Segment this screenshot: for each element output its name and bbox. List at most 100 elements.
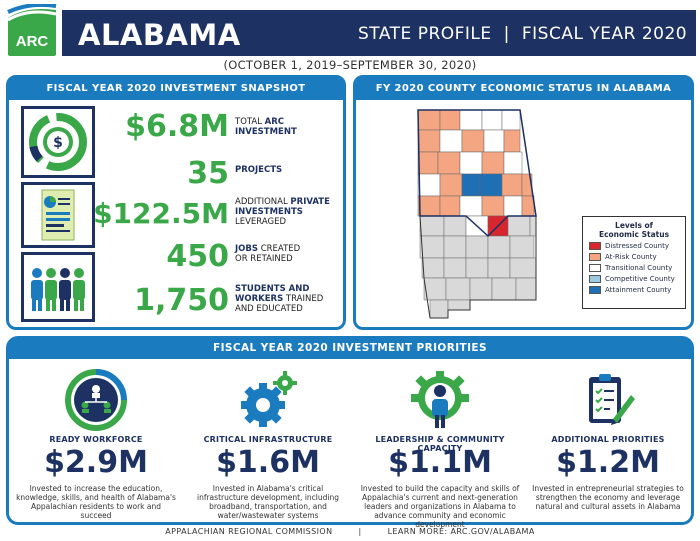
profile-title: STATE PROFILE | FISCAL YEAR 2020 xyxy=(358,24,687,44)
priority-leadership-capacity: LEADERSHIP & COMMUNITY CAPACITY $1.1M In… xyxy=(355,361,525,529)
students-label: STUDENTS AND WORKERS TRAINED AND EDUCATED xyxy=(235,284,324,314)
priority-title: CRITICAL INFRASTRUCTURE xyxy=(203,435,333,444)
county-shape xyxy=(419,235,445,259)
legend-swatch xyxy=(589,275,601,283)
state-title: ALABAMA xyxy=(78,18,241,52)
county-shape xyxy=(421,257,445,279)
county-shape xyxy=(469,277,493,301)
total-investment-label: TOTAL ARC INVESTMENT xyxy=(235,117,297,137)
workforce-network-icon xyxy=(65,369,127,431)
legend-label: At-Risk County xyxy=(605,253,657,261)
private-investment-value: $122.5M xyxy=(93,197,229,230)
county-shape xyxy=(481,195,505,217)
legend-label: Transitional County xyxy=(605,264,673,272)
footer-org: APPALACHIAN REGIONAL COMMISSION xyxy=(165,527,333,536)
county-shape xyxy=(439,109,461,131)
county-shape xyxy=(461,173,481,197)
county-shape xyxy=(437,151,461,175)
county-shape xyxy=(465,235,489,259)
county-shape xyxy=(443,235,467,259)
priority-value: $1.2M xyxy=(556,445,660,480)
county-shape xyxy=(501,109,521,131)
clipboard-checklist-icon xyxy=(589,374,635,425)
jobs-value: 450 xyxy=(166,239,229,274)
county-shape xyxy=(503,195,523,217)
legend-swatch xyxy=(589,264,601,272)
county-shape xyxy=(445,277,471,301)
jobs-label: JOBS CREATED OR RETAINED xyxy=(235,244,301,264)
map-legend: Levels of Economic Status Distressed Coun… xyxy=(582,216,686,309)
county-shape xyxy=(417,109,441,131)
county-shape xyxy=(417,173,441,197)
legend-item: Attainment County xyxy=(589,286,685,294)
priority-description: Invested to increase the education, know… xyxy=(16,484,176,520)
county-shape xyxy=(443,215,467,237)
total-investment-value: $6.8M xyxy=(125,109,229,144)
legend-label: Attainment County xyxy=(605,286,672,294)
county-shape xyxy=(509,257,537,279)
county-shape xyxy=(465,257,489,279)
profile-label: STATE PROFILE xyxy=(358,24,492,44)
logo-text: ARC xyxy=(16,33,49,50)
leader-gear-icon xyxy=(411,371,469,428)
priority-additional: ADDITIONAL PRIORITIES $1.2M Invested in … xyxy=(523,361,693,521)
county-cells xyxy=(417,109,537,319)
legend-swatch xyxy=(589,286,601,294)
projects-value: 35 xyxy=(187,156,229,191)
priority-critical-infrastructure: CRITICAL INFRASTRUCTURE $1.6M Invested i… xyxy=(183,361,353,521)
county-shape xyxy=(443,257,467,279)
county-shape xyxy=(491,277,517,301)
priority-value: $1.6M xyxy=(216,445,320,480)
county-shape xyxy=(481,151,505,175)
county-shape xyxy=(417,129,441,153)
county-shape xyxy=(509,235,535,259)
footer-link[interactable]: LEARN MORE: ARC.GOV/ALABAMA xyxy=(387,527,535,536)
legend-item: Competitive County xyxy=(589,275,685,283)
date-range: (OCTOBER 1, 2019–SEPTEMBER 30, 2020) xyxy=(223,58,477,72)
dollar-coin-icon: $ xyxy=(21,106,95,178)
county-shape xyxy=(483,129,505,153)
county-shape xyxy=(459,109,483,131)
priority-title: READY WORKFORCE xyxy=(49,435,143,444)
legend-swatch xyxy=(589,242,601,250)
legend-item: Transitional County xyxy=(589,264,685,272)
footer: APPALACHIAN REGIONAL COMMISSION | LEARN MO… xyxy=(0,527,700,536)
county-shape xyxy=(459,195,483,217)
county-status-map-panel: FY 2020 COUNTY ECONOMIC STATUS IN ALABAM… xyxy=(353,75,694,330)
snapshot-title: FISCAL YEAR 2020 INVESTMENT SNAPSHOT xyxy=(9,78,343,100)
county-shape xyxy=(479,173,503,197)
county-shape xyxy=(417,151,439,175)
county-shape xyxy=(507,215,531,237)
document-report-icon xyxy=(21,182,95,248)
county-shape xyxy=(501,173,523,197)
county-shape xyxy=(529,215,537,237)
county-shape xyxy=(481,109,503,131)
investment-snapshot-panel: FISCAL YEAR 2020 INVESTMENT SNAPSHOT $ xyxy=(6,75,346,330)
county-shape xyxy=(503,129,521,153)
county-shape xyxy=(439,129,463,153)
fiscal-year: FISCAL YEAR 2020 xyxy=(521,24,688,44)
priority-ready-workforce: READY WORKFORCE $2.9M Invested to increa… xyxy=(11,361,181,521)
header: ARC ALABAMA STATE PROFILE | FISCAL YEAR 20… xyxy=(0,0,700,62)
appalachian-region-outline xyxy=(417,109,537,238)
gears-icon xyxy=(241,371,297,427)
priority-description: Invested in entrepreneurial strategies t… xyxy=(532,484,684,511)
private-investment-label: ADDITIONAL PRIVATE INVESTMENTS LEVERAGED xyxy=(235,197,330,227)
footer-separator: | xyxy=(358,527,362,536)
header-bar xyxy=(62,10,696,56)
county-shape xyxy=(419,215,445,237)
priority-value: $1.1M xyxy=(388,445,492,480)
county-shape xyxy=(429,299,449,319)
county-shape xyxy=(487,257,511,279)
county-shape xyxy=(417,195,441,217)
arc-logo: ARC xyxy=(7,4,57,56)
legend-label: Distressed County xyxy=(605,242,669,250)
priority-title: LEADERSHIP & COMMUNITY CAPACITY xyxy=(375,435,505,453)
county-shape xyxy=(447,299,471,311)
legend-item: At-Risk County xyxy=(589,253,685,261)
title-separator: | xyxy=(503,24,510,44)
county-shape xyxy=(487,235,511,259)
projects-label: PROJECTS xyxy=(235,165,283,175)
svg-text:$: $ xyxy=(53,135,63,151)
legend-swatch xyxy=(589,253,601,261)
